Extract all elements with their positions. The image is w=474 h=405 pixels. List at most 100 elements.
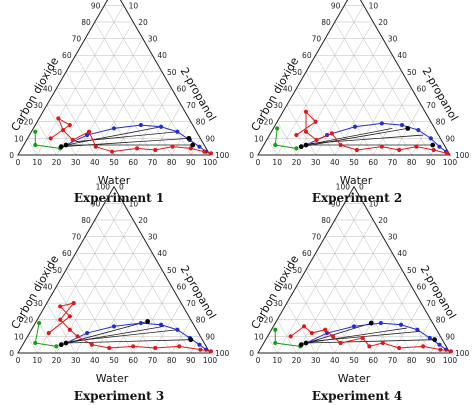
blue-data-point [428,136,433,141]
ternary-panel-experiment-1: Carbon dioxide 2-propanol Water Experime… [9,0,230,205]
right-axis-label: 2-propanol [420,65,461,123]
grid-line [190,138,201,156]
grid-line [276,121,297,156]
red-data-point [75,334,80,339]
grid-line [324,38,393,156]
right-tick-label: 100 [215,151,230,160]
panel-title: Experiment 2 [312,191,402,205]
red-data-point [170,144,175,149]
triangle-frame [257,185,451,354]
left-tick-label: 50 [292,266,302,275]
right-tick-label: 30 [388,233,398,242]
right-tick-label: 40 [397,51,407,60]
bottom-tick-label: 30 [311,356,321,365]
right-tick-label: 90 [205,134,215,143]
left-tick-label: 0 [249,151,254,160]
left-tick-label: 60 [302,249,312,258]
red-data-point [61,127,66,133]
red-data-point [294,132,299,138]
right-tick-label: 20 [378,18,388,27]
green-data-point [294,146,299,151]
blue-data-point [437,342,442,347]
black-data-point [188,337,194,343]
bottom-tick-label: 50 [109,356,119,365]
red-data-point [303,109,309,114]
black-data-point [63,142,69,148]
left-tick-label: 70 [312,35,322,44]
triangle-frame [257,0,451,156]
red-data-point [134,146,140,151]
left-tick-label: 90 [331,1,341,10]
bottom-axis-label: Water [98,174,131,187]
grid-line [27,336,38,354]
left-tick-label: 40 [43,282,53,291]
bottom-tick-label: 90 [186,158,196,167]
blue-data-point [437,144,442,149]
grid-line [267,336,278,354]
left-tick-label: 50 [52,68,62,77]
grid-line [75,38,144,156]
right-tick-label: 30 [148,233,158,242]
panel-title: Experiment 1 [74,191,164,205]
bottom-tick-label: 80 [407,356,417,365]
red-data-point [153,147,158,153]
green-data-point [273,340,278,346]
blue-data-point [158,124,164,129]
left-tick-label: 50 [292,68,302,77]
grid-line [296,286,336,354]
blue-data-point [415,327,420,332]
red-data-point [323,327,328,332]
right-axis-label: 2-propanol [178,263,219,321]
blue-data-point [138,122,143,128]
grid-line [276,5,364,156]
bottom-tick-label: 90 [426,356,436,365]
bottom-tick-label: 30 [311,158,321,167]
red-data-point [109,149,115,154]
blue-data-point [399,122,405,128]
bottom-tick-label: 10 [32,356,42,365]
blue-data-point [85,330,90,336]
green-data-point [273,142,278,148]
green-data-point [37,320,42,326]
tie-line [65,339,191,344]
red-data-point [448,349,454,354]
right-tick-label: 90 [445,332,455,341]
black-data-point [368,320,374,326]
blue-data-point [158,322,164,327]
green-data-point [33,142,38,148]
left-tick-label: 20 [24,118,34,127]
black-data-point [58,144,64,150]
right-tick-label: 70 [186,299,196,308]
green-data-point [33,340,38,346]
grid-lines [27,5,201,156]
right-tick-label: 50 [407,266,417,275]
bottom-tick-label: 30 [71,158,81,167]
right-tick-label: 70 [426,101,436,110]
left-tick-label: 80 [81,18,91,27]
red-data-point [367,344,372,349]
red-data-point [313,119,318,124]
red-data-point [93,144,98,149]
grid-line [65,269,115,354]
left-tick-label: 90 [91,1,101,10]
bottom-tick-label: 20 [292,356,302,365]
bottom-tick-label: 60 [128,158,138,167]
left-tick-label: 80 [81,216,91,225]
right-axis-label: 2-propanol [418,263,459,321]
blue-data-point [197,342,202,347]
green-data-point [275,126,280,131]
right-axis-label: 2-propanol [178,65,219,123]
red-data-point [431,147,436,153]
tie-line [65,126,162,146]
right-tick-label: 30 [148,35,158,44]
left-tick-label: 0 [249,349,254,358]
red-data-point [303,129,309,134]
right-tick-label: 80 [196,316,206,325]
left-tick-label: 40 [283,84,293,93]
red-data-point [338,142,343,148]
red-data-point [56,116,61,121]
red-data-point [70,137,75,143]
bottom-tick-label: 60 [368,158,378,167]
right-tick-label: 10 [369,1,379,10]
right-tick-label: 10 [369,199,379,208]
